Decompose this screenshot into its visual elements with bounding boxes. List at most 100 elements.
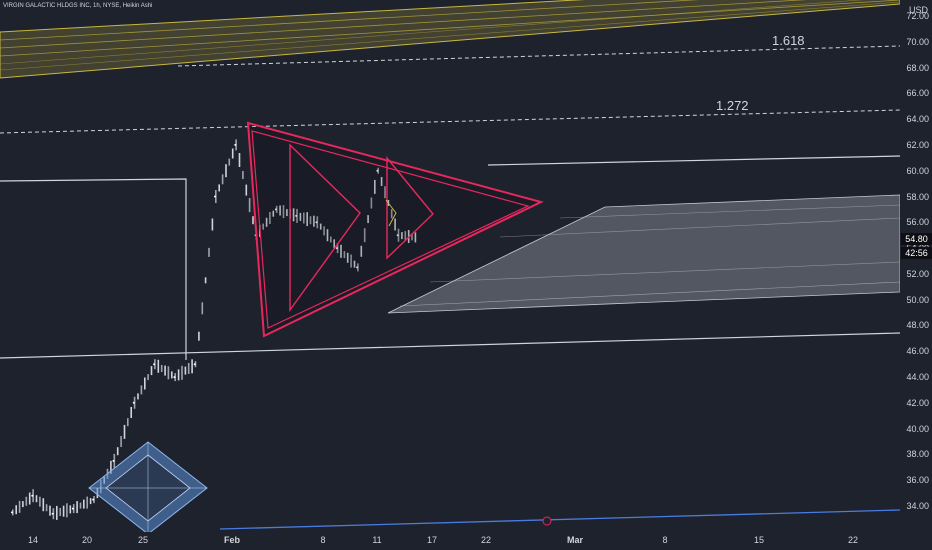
diamond-pattern[interactable] [88,441,208,532]
candle [323,226,325,236]
data-point [31,494,34,497]
symbol-title[interactable]: VIRGIN GALACTIC HLDGS INC, 1h, NYSE, Hei… [3,3,153,9]
fib-line-1272[interactable] [0,109,900,134]
price-tick: 68.00 [906,62,929,73]
data-point [274,208,277,211]
candle [157,359,160,373]
fib-label-1618: 1.618 [772,33,805,48]
candle [340,244,342,258]
candle [144,377,146,390]
candle [15,505,17,515]
candle [390,209,393,219]
countdown-badge: 42:56 [901,247,932,259]
time-tick: Mar [566,535,584,545]
candle [177,369,180,381]
candle [282,205,285,219]
candle [181,365,183,380]
yellow-channel[interactable] [0,0,900,79]
support-box-line[interactable] [0,178,187,360]
price-tick: 60.00 [906,165,929,176]
price-tick: 44.00 [906,372,929,383]
candle [69,505,72,514]
candle [89,498,92,505]
currency-label[interactable]: USD [908,5,928,15]
candle [28,492,31,505]
candle [346,252,349,263]
data-point [234,143,237,146]
candle [208,247,210,257]
data-point [92,498,95,501]
fib-line-1618[interactable] [177,45,900,67]
candle [130,407,132,418]
projection-wedge[interactable] [387,194,900,314]
candle [330,236,332,243]
candle [45,504,48,512]
candle [265,217,268,227]
candle [147,374,149,381]
price-axis[interactable]: USD 72.00 70.00 68.00 66.00 64.00 62.00 60.00 5… [900,0,932,532]
chart-canvas[interactable] [0,0,900,532]
candle [252,216,254,225]
price-tick: 58.00 [906,191,929,202]
candle [218,184,220,192]
time-tick: 22 [480,535,492,545]
candle [299,212,302,221]
candle [110,460,112,474]
candle [22,501,24,508]
red-triangle-pattern[interactable] [246,121,544,338]
time-axis[interactable]: 14 20 25 Feb 8 11 17 22 Mar 8 15 22 [0,532,900,550]
price-tick: 66.00 [906,88,929,99]
candle [49,505,51,516]
time-tick: 14 [27,535,39,545]
candle [228,158,231,166]
candle [198,331,200,341]
candle [123,424,126,439]
candle [221,174,224,185]
candle [167,366,170,380]
data-point [51,512,54,515]
candle [59,508,61,516]
candle [42,498,45,512]
candle [272,210,275,217]
candle [35,495,38,503]
price-tick: 72.00 [906,11,929,21]
price-tick: 46.00 [906,346,929,357]
fib-label-1272: 1.272 [716,98,749,113]
candle [211,218,214,231]
chart-area[interactable]: VIRGIN GALACTIC HLDGS INC, 1h, NYSE, Hei… [0,0,900,532]
time-tick: 25 [137,535,149,545]
candle [56,505,58,520]
resistance-line[interactable] [487,155,900,166]
data-point [173,376,176,379]
data-point [71,507,74,510]
candle [326,229,329,242]
candle [116,447,119,456]
time-tick: 15 [753,535,765,545]
candle [414,232,417,243]
data-point [335,247,338,250]
time-tick: Feb [223,535,241,545]
data-point [112,459,115,462]
time-tick: 8 [662,535,668,545]
candle [343,251,346,259]
candle [137,393,139,400]
candle [374,179,376,194]
candle [242,171,244,179]
price-tick: 64.00 [906,114,929,125]
alert-marker-icon[interactable] [542,516,552,526]
candle [62,505,65,517]
lower-trend-line[interactable] [0,332,900,359]
data-point [356,266,359,269]
candle [350,254,352,268]
candle [279,205,281,216]
candle [150,366,153,376]
candle [86,496,88,509]
candle [363,228,366,243]
current-price-badge: 54.80 [901,233,932,245]
candle [309,216,312,225]
candle [225,164,227,178]
candle [164,365,166,376]
candle [384,186,386,199]
data-point [193,363,196,366]
blue-trendline[interactable] [219,509,900,530]
